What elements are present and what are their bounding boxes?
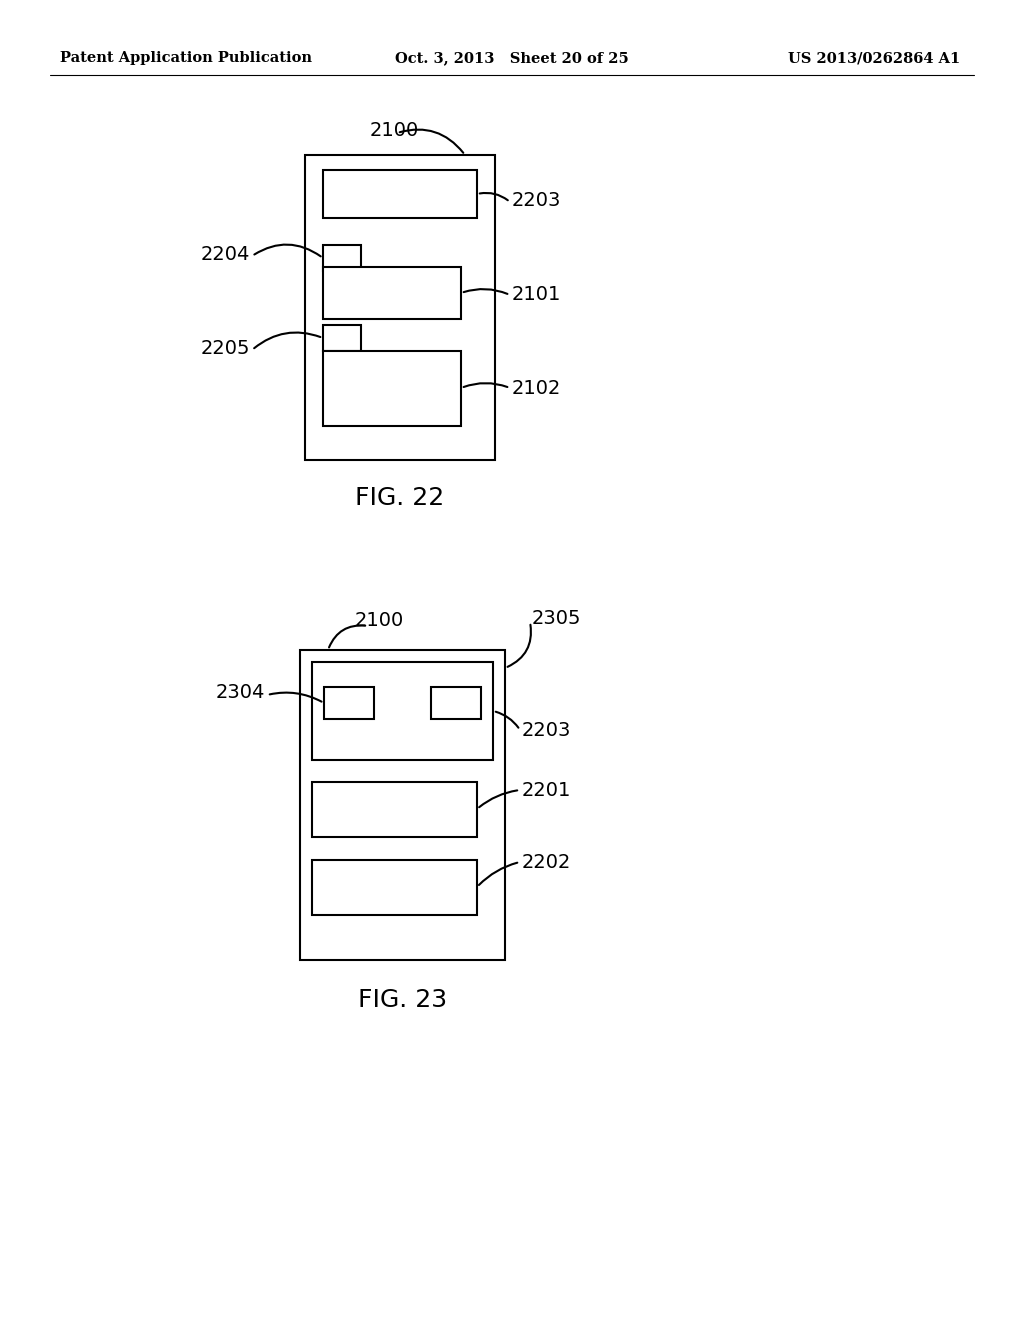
Text: 2304: 2304: [216, 684, 265, 702]
Bar: [431, 686, 481, 719]
Text: Oct. 3, 2013   Sheet 20 of 25: Oct. 3, 2013 Sheet 20 of 25: [395, 51, 629, 65]
Text: 2203: 2203: [512, 190, 561, 210]
Text: 2305: 2305: [532, 609, 582, 627]
Bar: [323, 351, 461, 426]
Text: US 2013/0262864 A1: US 2013/0262864 A1: [787, 51, 961, 65]
Bar: [323, 170, 477, 218]
Text: 2100: 2100: [355, 610, 404, 630]
Text: Patent Application Publication: Patent Application Publication: [60, 51, 312, 65]
Text: 2100: 2100: [370, 120, 419, 140]
Bar: [312, 663, 493, 760]
Bar: [323, 246, 361, 271]
Text: 2101: 2101: [512, 285, 561, 305]
Text: 2203: 2203: [522, 721, 571, 739]
Bar: [312, 861, 477, 915]
Text: 2204: 2204: [201, 244, 250, 264]
Bar: [305, 154, 495, 459]
Bar: [324, 686, 374, 719]
Text: FIG. 23: FIG. 23: [358, 987, 447, 1012]
Bar: [323, 325, 361, 351]
Bar: [300, 649, 505, 960]
Bar: [312, 781, 477, 837]
Text: 2201: 2201: [522, 780, 571, 800]
Text: 2202: 2202: [522, 853, 571, 871]
Bar: [323, 267, 461, 319]
Text: FIG. 22: FIG. 22: [355, 486, 444, 510]
Text: 2205: 2205: [201, 338, 250, 358]
Text: 2102: 2102: [512, 379, 561, 397]
